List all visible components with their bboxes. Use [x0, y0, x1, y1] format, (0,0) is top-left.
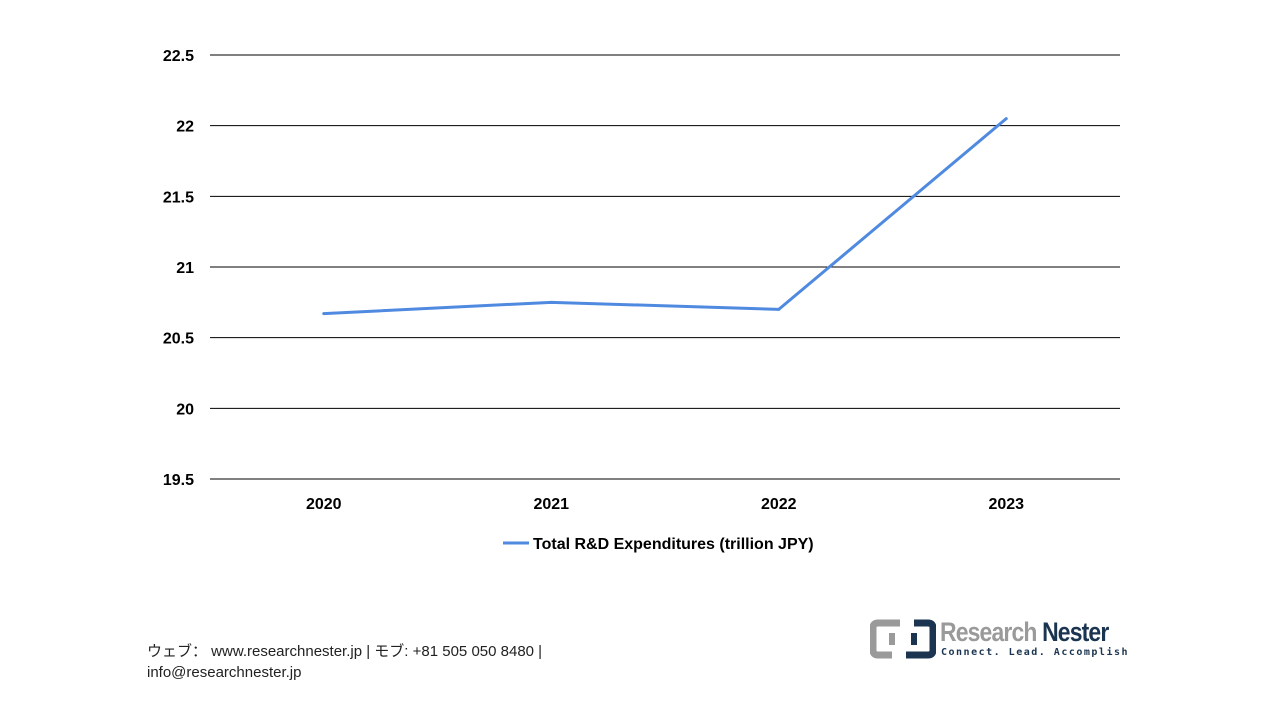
- research-nester-logo: Research Nester Connect. Lead. Accomplis…: [870, 617, 1128, 659]
- footer-line-2: info@researchnester.jp: [147, 664, 302, 681]
- logo-name: Research Nester: [940, 617, 1109, 647]
- x-tick-label: 2023: [988, 496, 1024, 513]
- y-tick-label: 21: [176, 260, 194, 277]
- footer-line-1: ウェブ： www.researchnester.jp | モブ: +81 505…: [147, 643, 543, 660]
- footer-contact: ウェブ： www.researchnester.jp | モブ: +81 505…: [147, 641, 542, 683]
- y-tick-label: 22: [176, 119, 194, 136]
- x-tick-label: 2020: [306, 496, 342, 513]
- data-point: [1004, 117, 1008, 121]
- y-tick-label: 21.5: [163, 189, 194, 206]
- y-tick-label: 19.5: [163, 472, 194, 489]
- legend-label: Total R&D Expenditures (trillion JPY): [533, 536, 814, 553]
- data-point: [549, 300, 553, 304]
- data-point: [322, 312, 326, 316]
- line-chart: 19.5 20 20.5 21 21.5 22 22.5 2020 2021 2022 2023 To…: [163, 48, 1120, 553]
- y-tick-label: 20: [176, 401, 194, 418]
- series-line: [323, 117, 1008, 316]
- y-tick-label: 20.5: [163, 331, 194, 348]
- data-point: [777, 307, 781, 311]
- y-tick-label: 22.5: [163, 48, 194, 65]
- x-tick-label: 2021: [533, 496, 569, 513]
- logo-mark-icon: [870, 619, 936, 659]
- logo-tagline: Connect. Lead. Accomplish: [941, 647, 1130, 658]
- x-tick-label: 2022: [761, 496, 797, 513]
